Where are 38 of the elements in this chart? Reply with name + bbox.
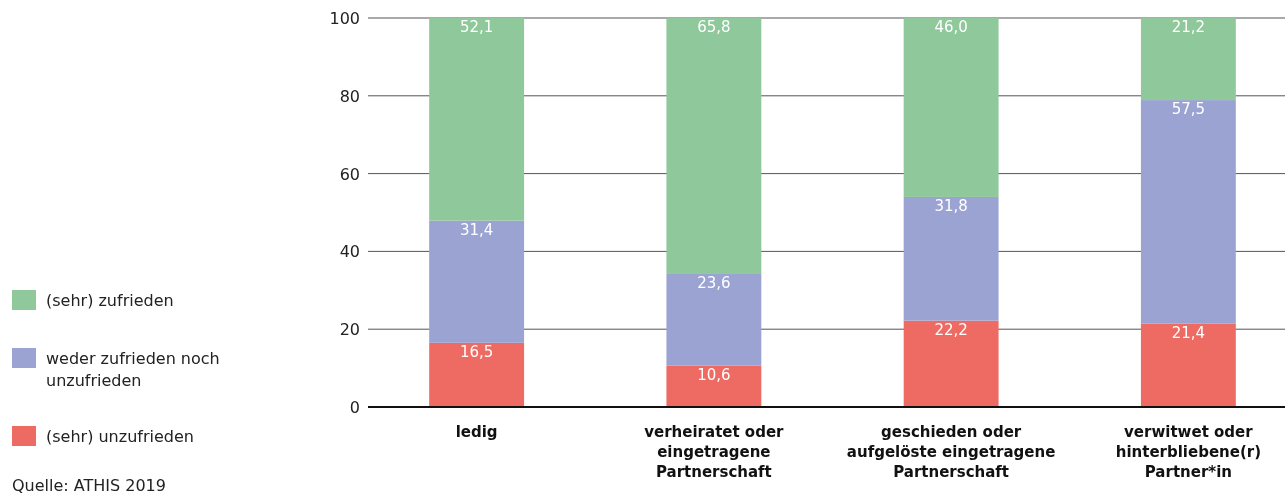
bar	[666, 365, 762, 407]
y-tick-label: 20	[339, 320, 360, 340]
data-label: 31,4	[459, 220, 494, 239]
y-tick-label: 60	[339, 164, 360, 184]
bar	[1140, 100, 1236, 324]
bar	[903, 18, 999, 197]
legend-label: weder zufrieden noch unzufrieden	[46, 349, 220, 390]
data-label: 16,5	[459, 342, 494, 361]
bar	[666, 18, 762, 274]
x-tick-label: verwitwet oder hinterbliebene(r) Partner*in	[1115, 423, 1262, 481]
data-label: 23,6	[697, 273, 731, 292]
x-tick-label: verheiratet oder eingetragene Partnerschaft	[644, 423, 785, 481]
bar	[429, 18, 525, 221]
y-tick-label: 0	[349, 398, 360, 417]
y-tick-label: 40	[339, 242, 360, 262]
x-tick-label: geschieden oder aufgelöste eingetragene Partnerschaft	[846, 423, 1056, 481]
bar	[429, 220, 525, 343]
data-label: 65,8	[697, 18, 731, 36]
bar	[1140, 323, 1236, 407]
y-tick-label: 100	[329, 9, 360, 28]
data-label: 21,4	[1171, 323, 1206, 342]
data-label: 31,8	[934, 196, 968, 215]
data-label: 57,5	[1171, 100, 1206, 119]
data-label: 21,2	[1171, 17, 1206, 36]
legend-label: (sehr) unzufrieden	[46, 427, 194, 446]
legend-label: (sehr) zufrieden	[46, 291, 174, 310]
data-label: 52,1	[459, 18, 494, 36]
bar	[1140, 17, 1236, 101]
bar	[666, 273, 762, 366]
data-label: 10,6	[697, 365, 731, 384]
data-label: 46,0	[934, 18, 968, 36]
bar	[903, 320, 999, 407]
data-label: 22,2	[934, 320, 968, 339]
bar	[903, 196, 999, 321]
x-tick-label: ledig	[455, 423, 498, 441]
bar	[429, 342, 525, 407]
source-note: Quelle: ATHIS 2019	[12, 476, 166, 495]
y-tick-label: 80	[339, 86, 360, 106]
